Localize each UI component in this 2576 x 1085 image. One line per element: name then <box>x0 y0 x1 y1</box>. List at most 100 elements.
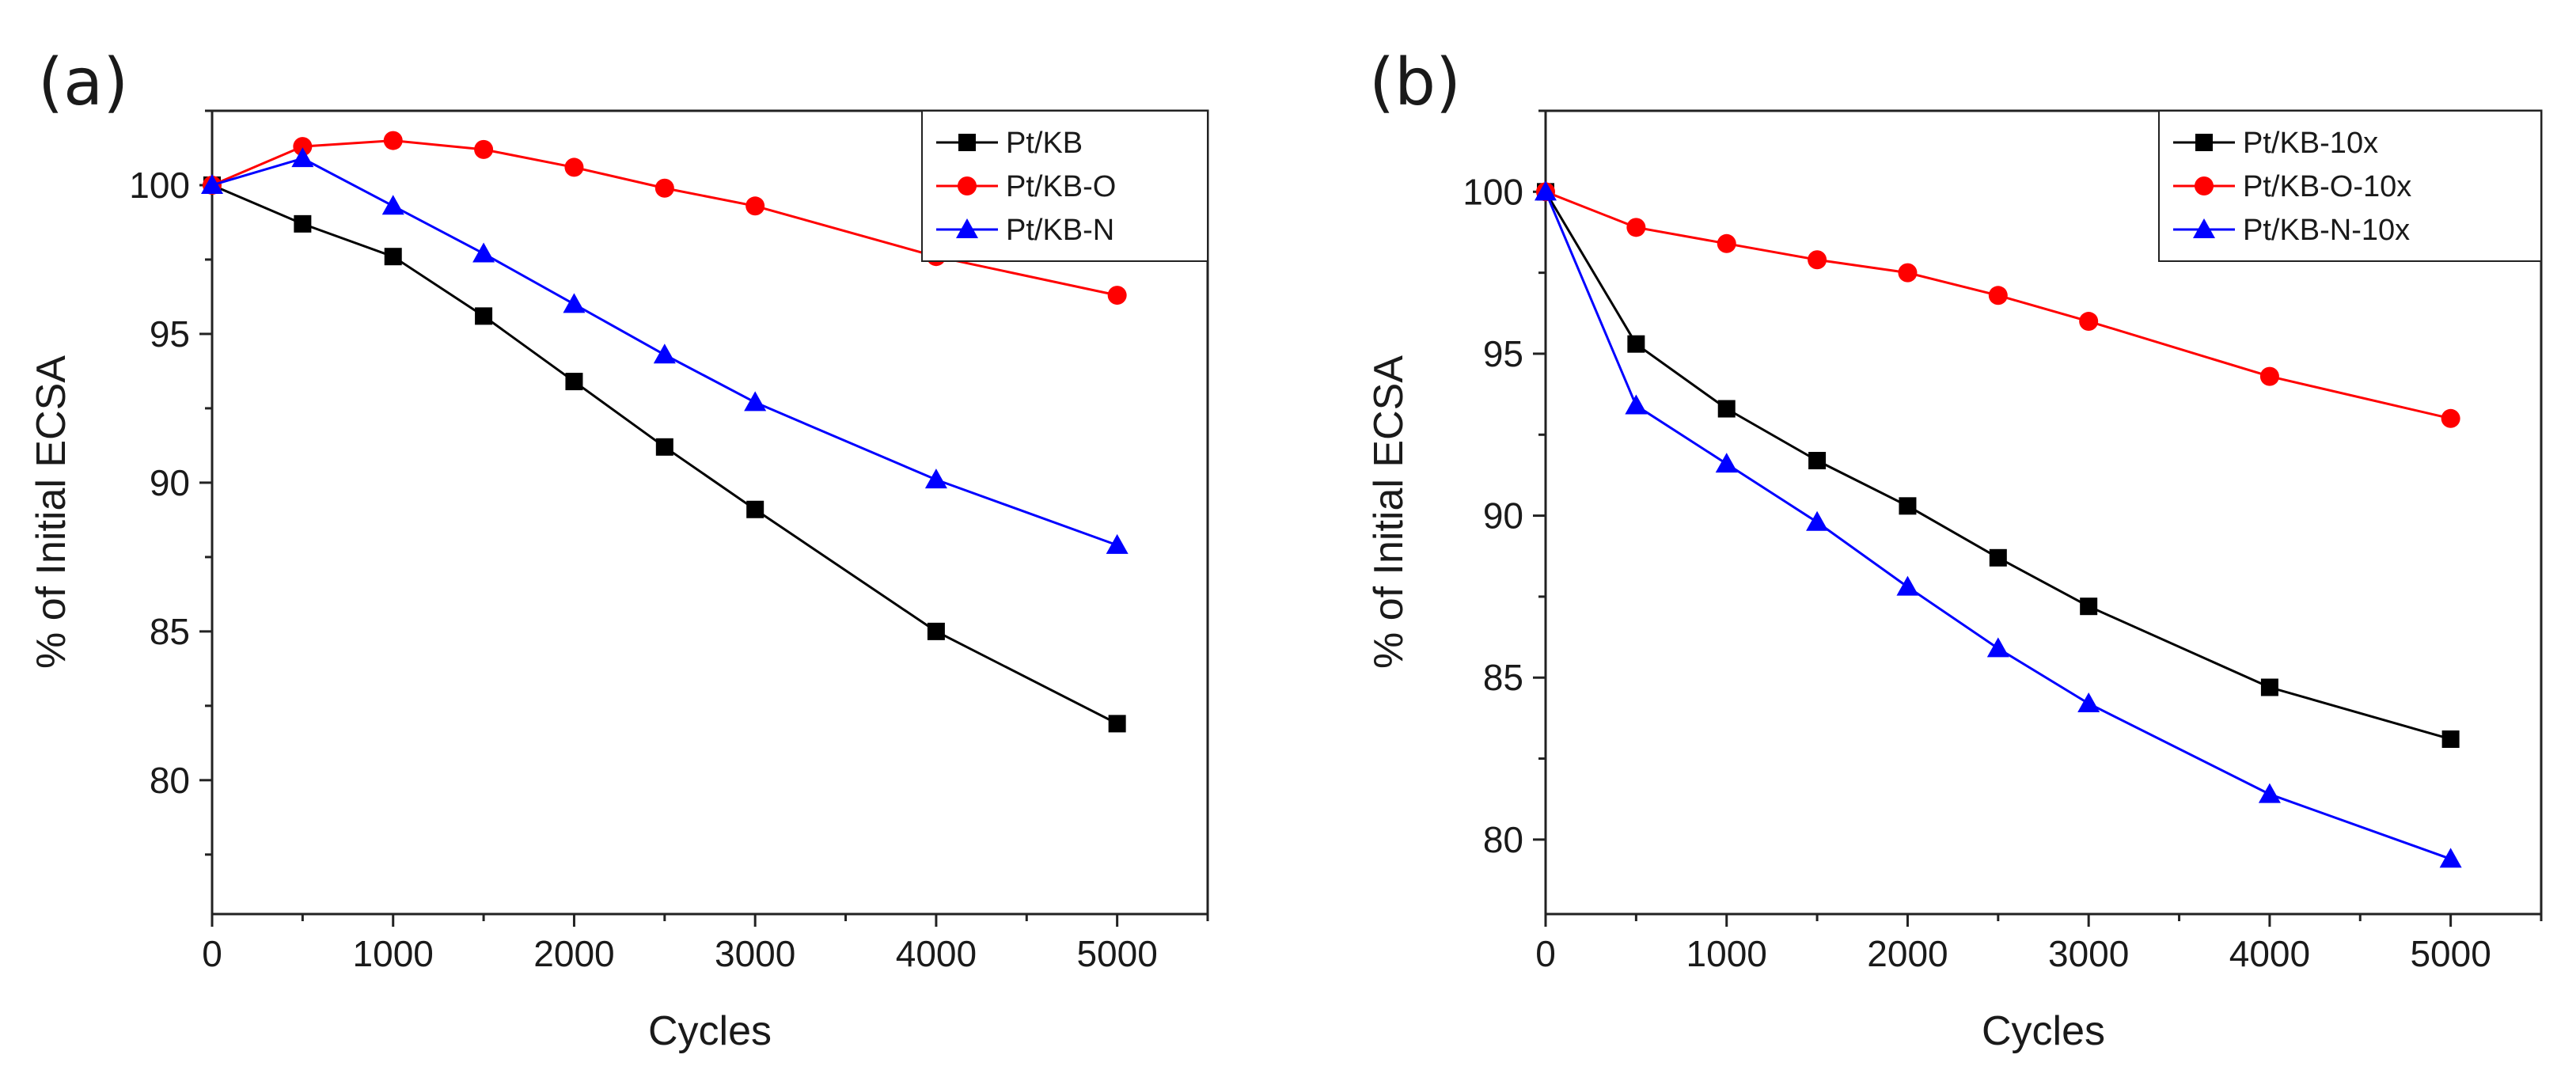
x-axis-title: Cycles <box>1982 1008 2105 1054</box>
data-point <box>1899 497 1917 515</box>
data-point <box>475 307 493 325</box>
data-point <box>1627 335 1645 353</box>
data-point <box>1988 286 2008 305</box>
panel-label: (b) <box>1369 45 1461 120</box>
data-point <box>1808 452 1827 470</box>
x-tick-label: 4000 <box>896 933 977 974</box>
panel-label: (a) <box>38 45 128 120</box>
y-tick-label: 95 <box>1483 333 1523 374</box>
data-point <box>2259 366 2279 386</box>
x-tick-label: 1000 <box>1686 933 1767 974</box>
legend-label: Pt/KB-10x <box>2243 127 2378 160</box>
data-point <box>2441 408 2460 428</box>
x-axis-title: Cycles <box>648 1008 772 1054</box>
data-point <box>565 373 583 391</box>
chart-panel-a: (a) 0 1000 2000 3000 4000 5000 80 85 90 95 100 Cyc… <box>28 45 1209 1054</box>
data-point <box>654 178 674 198</box>
x-tick-label: 2000 <box>1867 933 1948 974</box>
legend-label: Pt/KB-N-10x <box>2243 214 2410 247</box>
y-tick-label: 90 <box>1483 495 1523 537</box>
data-point <box>1625 394 1648 415</box>
data-point <box>1108 715 1126 733</box>
axes-ticks: 0 1000 2000 3000 4000 5000 80 85 90 95 100 <box>1463 109 2543 974</box>
data-point <box>2439 848 2462 868</box>
data-point <box>1106 533 1129 554</box>
x-tick-label: 0 <box>202 933 222 974</box>
legend-marker <box>2195 134 2213 151</box>
data-point <box>2079 312 2099 332</box>
data-point <box>744 391 767 412</box>
data-point <box>653 343 676 364</box>
x-tick-label: 3000 <box>715 933 795 974</box>
data-point <box>1535 180 1557 201</box>
legend-label: Pt/KB <box>1006 127 1083 160</box>
data-point <box>2258 783 2281 803</box>
y-tick-label: 80 <box>1483 819 1523 860</box>
data-point <box>2441 730 2460 748</box>
data-layer <box>1535 180 2462 868</box>
legend-label: Pt/KB-O-10x <box>2243 170 2411 203</box>
data-layer <box>201 131 1129 733</box>
x-tick-label: 4000 <box>2229 933 2310 974</box>
data-point <box>293 137 313 157</box>
plot-frame <box>211 109 1209 916</box>
data-point <box>927 622 945 640</box>
data-point <box>2077 692 2100 712</box>
x-tick-label: 5000 <box>2410 933 2491 974</box>
legend-marker <box>956 218 978 238</box>
data-point <box>381 195 404 215</box>
legend-marker <box>958 176 977 195</box>
legend: Pt/KB-10x Pt/KB-O-10x Pt/KB-N-10x <box>2158 110 2542 262</box>
y-tick-label: 85 <box>150 611 190 652</box>
data-point <box>1808 250 1827 270</box>
legend-marker <box>2195 176 2214 195</box>
data-point <box>201 173 223 194</box>
data-point <box>2260 678 2278 696</box>
y-tick-label: 80 <box>150 760 190 801</box>
data-point <box>1989 548 2007 567</box>
data-point <box>1896 575 1919 596</box>
legend-marker <box>2193 218 2215 238</box>
data-point <box>383 131 403 150</box>
data-point <box>294 214 312 233</box>
data-point <box>924 469 947 489</box>
data-point <box>1715 453 1738 473</box>
plot-frame <box>1544 109 2543 916</box>
data-point <box>1717 400 1736 418</box>
data-point <box>384 248 402 266</box>
x-tick-label: 2000 <box>533 933 614 974</box>
x-tick-label: 3000 <box>2048 933 2129 974</box>
legend-marker <box>958 134 976 151</box>
y-tick-label: 100 <box>129 165 190 206</box>
data-point <box>291 147 314 168</box>
axes-ticks: 0 1000 2000 3000 4000 5000 80 85 90 95 100 <box>129 109 1209 974</box>
y-axis-title: % of Initial ECSA <box>28 355 74 669</box>
y-tick-label: 85 <box>1483 657 1523 698</box>
data-point <box>564 157 584 177</box>
data-point <box>1806 510 1829 531</box>
legend-label: Pt/KB-O <box>1006 170 1116 203</box>
legend: Pt/KB Pt/KB-O Pt/KB-N <box>921 110 1208 262</box>
data-point <box>1107 286 1127 305</box>
data-point <box>1626 218 1646 237</box>
y-tick-label: 95 <box>150 313 190 355</box>
data-point <box>746 500 764 518</box>
data-point <box>1898 263 1918 283</box>
data-point <box>1717 233 1736 253</box>
data-point <box>1986 637 2009 658</box>
data-point <box>472 242 495 263</box>
data-point <box>655 438 673 456</box>
data-point <box>563 293 586 313</box>
y-tick-label: 100 <box>1463 171 1523 212</box>
legend-label: Pt/KB-N <box>1006 214 1114 247</box>
x-tick-label: 1000 <box>353 933 434 974</box>
y-tick-label: 90 <box>150 462 190 503</box>
data-point <box>474 139 494 159</box>
data-point <box>745 196 765 216</box>
x-tick-label: 5000 <box>1076 933 1157 974</box>
data-point <box>2080 598 2098 616</box>
x-tick-label: 0 <box>1535 933 1556 974</box>
chart-panel-b: (b) 0 1000 2000 3000 4000 5000 80 85 90 95 100 Cyc… <box>1366 45 2543 1054</box>
y-axis-title: % of Initial ECSA <box>1366 355 1412 669</box>
